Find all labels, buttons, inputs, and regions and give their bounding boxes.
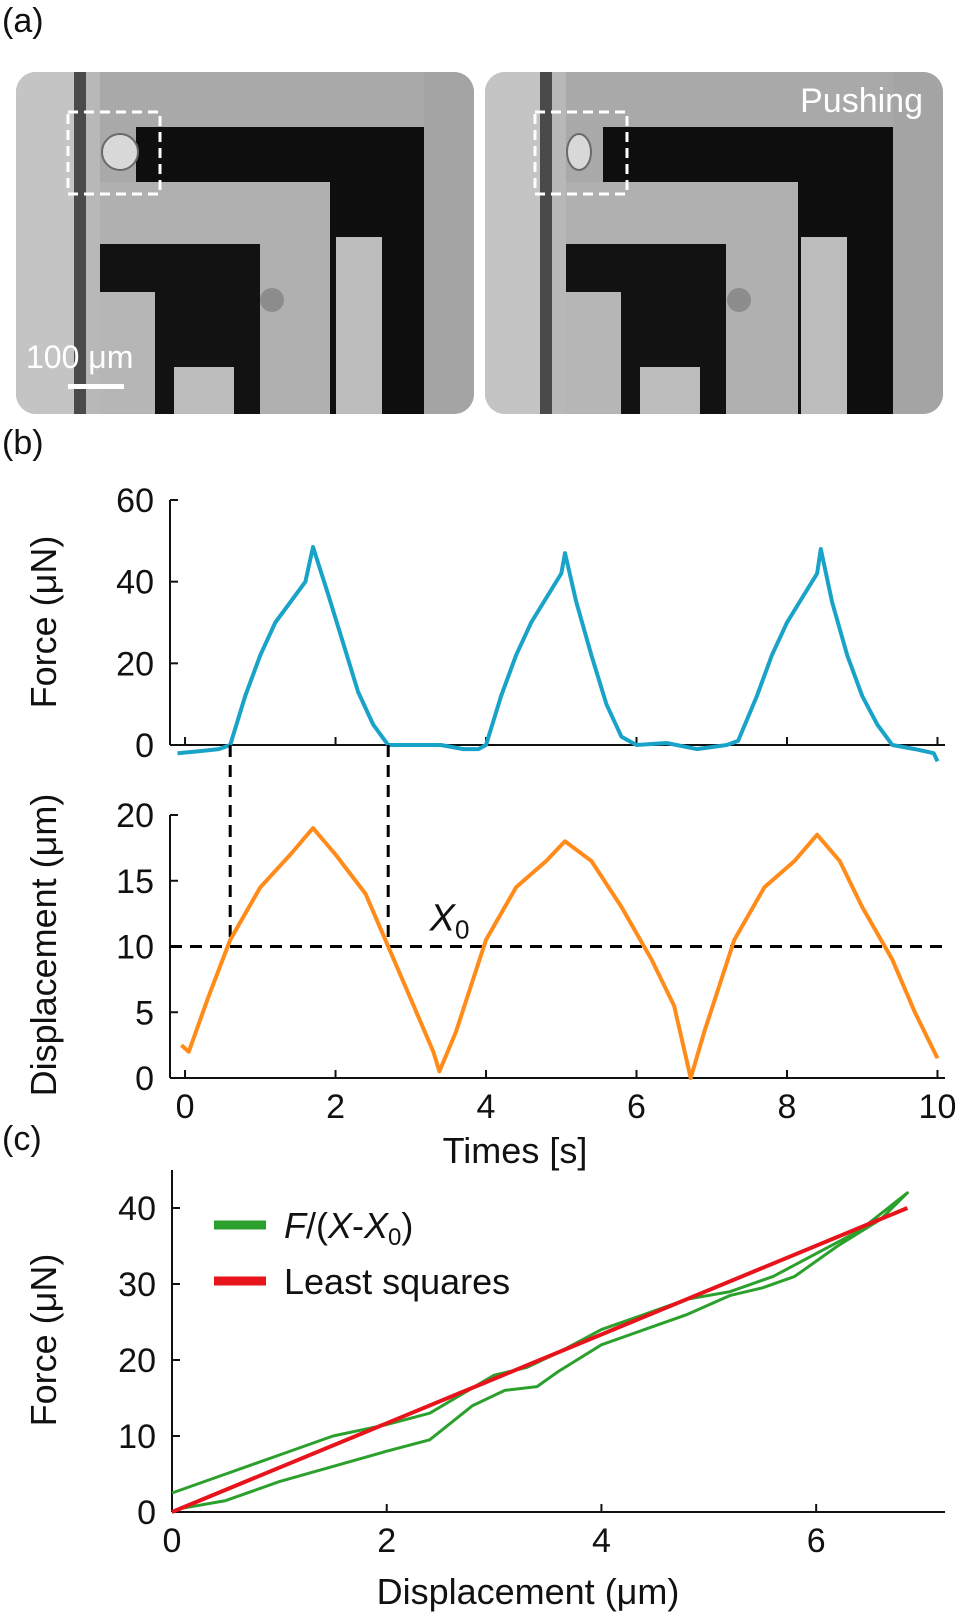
displacement-time-xlabel: Times [s] [443, 1130, 588, 1171]
force-ytick-label: 0 [135, 727, 154, 765]
fd-ytick-label: 0 [137, 1494, 156, 1532]
force-time-series-line [177, 545, 940, 763]
force-ytick-label: 20 [116, 645, 154, 683]
legend-green-sub: 0 [388, 1224, 401, 1251]
legend-green-x: X [327, 1205, 354, 1246]
panel-label-b: (b) [2, 424, 44, 462]
force-time-ylabel: Force (μN) [23, 536, 64, 709]
fd-ytick-label: 10 [118, 1418, 156, 1456]
legend-green-minus: - [352, 1205, 364, 1246]
displacement-time-chart: 0 5 10 15 20 0 2 4 6 8 10 Displacement (μm) Times… [23, 745, 956, 1171]
displacement-xtick-label: 8 [778, 1088, 797, 1126]
displacement-xtick-label: 0 [176, 1088, 195, 1126]
displacement-ytick-label: 5 [135, 994, 154, 1032]
force-time-chart: 0 20 40 60 Force (μN) [23, 482, 945, 765]
panel-label-a: (a) [2, 2, 44, 40]
displacement-xtick-label: 4 [477, 1088, 496, 1126]
fd-ytick-label: 30 [118, 1266, 156, 1304]
legend-green-f: F [284, 1205, 308, 1246]
displacement-xtick-label: 2 [326, 1088, 345, 1126]
fd-green-series-line [171, 1191, 909, 1510]
displacement-ytick-label: 20 [116, 797, 154, 835]
force-displacement-ylabel: Force (μN) [23, 1254, 64, 1427]
fd-red-series-line [171, 1206, 909, 1514]
micrograph-pushing: Pushing [485, 72, 943, 414]
force-ytick-label: 40 [116, 564, 154, 602]
displacement-ytick-label: 10 [116, 929, 154, 967]
scale-bar-label: 100 μm [26, 339, 133, 375]
micrograph-initial-image: 100 μm [16, 72, 474, 414]
force-ytick-label: 60 [116, 482, 154, 520]
displacement-time-ylabel: Displacement (μm) [23, 794, 64, 1097]
force-displacement-chart: 0 10 20 30 40 0 2 4 6 Force (μN) Displacement (… [23, 1170, 945, 1612]
force-displacement-xlabel: Displacement (μm) [377, 1571, 680, 1612]
pushing-label: Pushing [800, 82, 923, 120]
fd-ytick-label: 20 [118, 1342, 156, 1380]
micrograph-initial: 100 μm [16, 72, 474, 414]
legend-label-red: Least squares [284, 1261, 510, 1302]
fd-xtick-label: 6 [807, 1522, 826, 1560]
displacement-time-series-line [179, 826, 940, 1080]
displacement-xtick-label: 10 [919, 1088, 957, 1126]
displacement-ytick-label: 15 [116, 863, 154, 901]
legend-green-close: ) [401, 1205, 413, 1246]
legend-green-x0: X [363, 1205, 390, 1246]
legend: F/(X-X0) Least squares [214, 1205, 510, 1302]
fd-xtick-label: 4 [592, 1522, 611, 1560]
micrograph-pushing-image: Pushing [485, 72, 943, 414]
panel-label-c: (c) [2, 1120, 42, 1158]
fd-xtick-label: 0 [163, 1522, 182, 1560]
legend-green-open: /( [306, 1205, 328, 1246]
x0-label-main: X [429, 898, 457, 940]
x0-label: X0 [429, 898, 470, 945]
displacement-ytick-label: 0 [135, 1060, 154, 1098]
displacement-xtick-label: 6 [627, 1088, 646, 1126]
fd-ytick-label: 40 [118, 1190, 156, 1228]
legend-label-green: F/(X-X0) [284, 1205, 413, 1251]
x0-label-subscript: 0 [455, 915, 469, 945]
fd-xtick-label: 2 [377, 1522, 396, 1560]
